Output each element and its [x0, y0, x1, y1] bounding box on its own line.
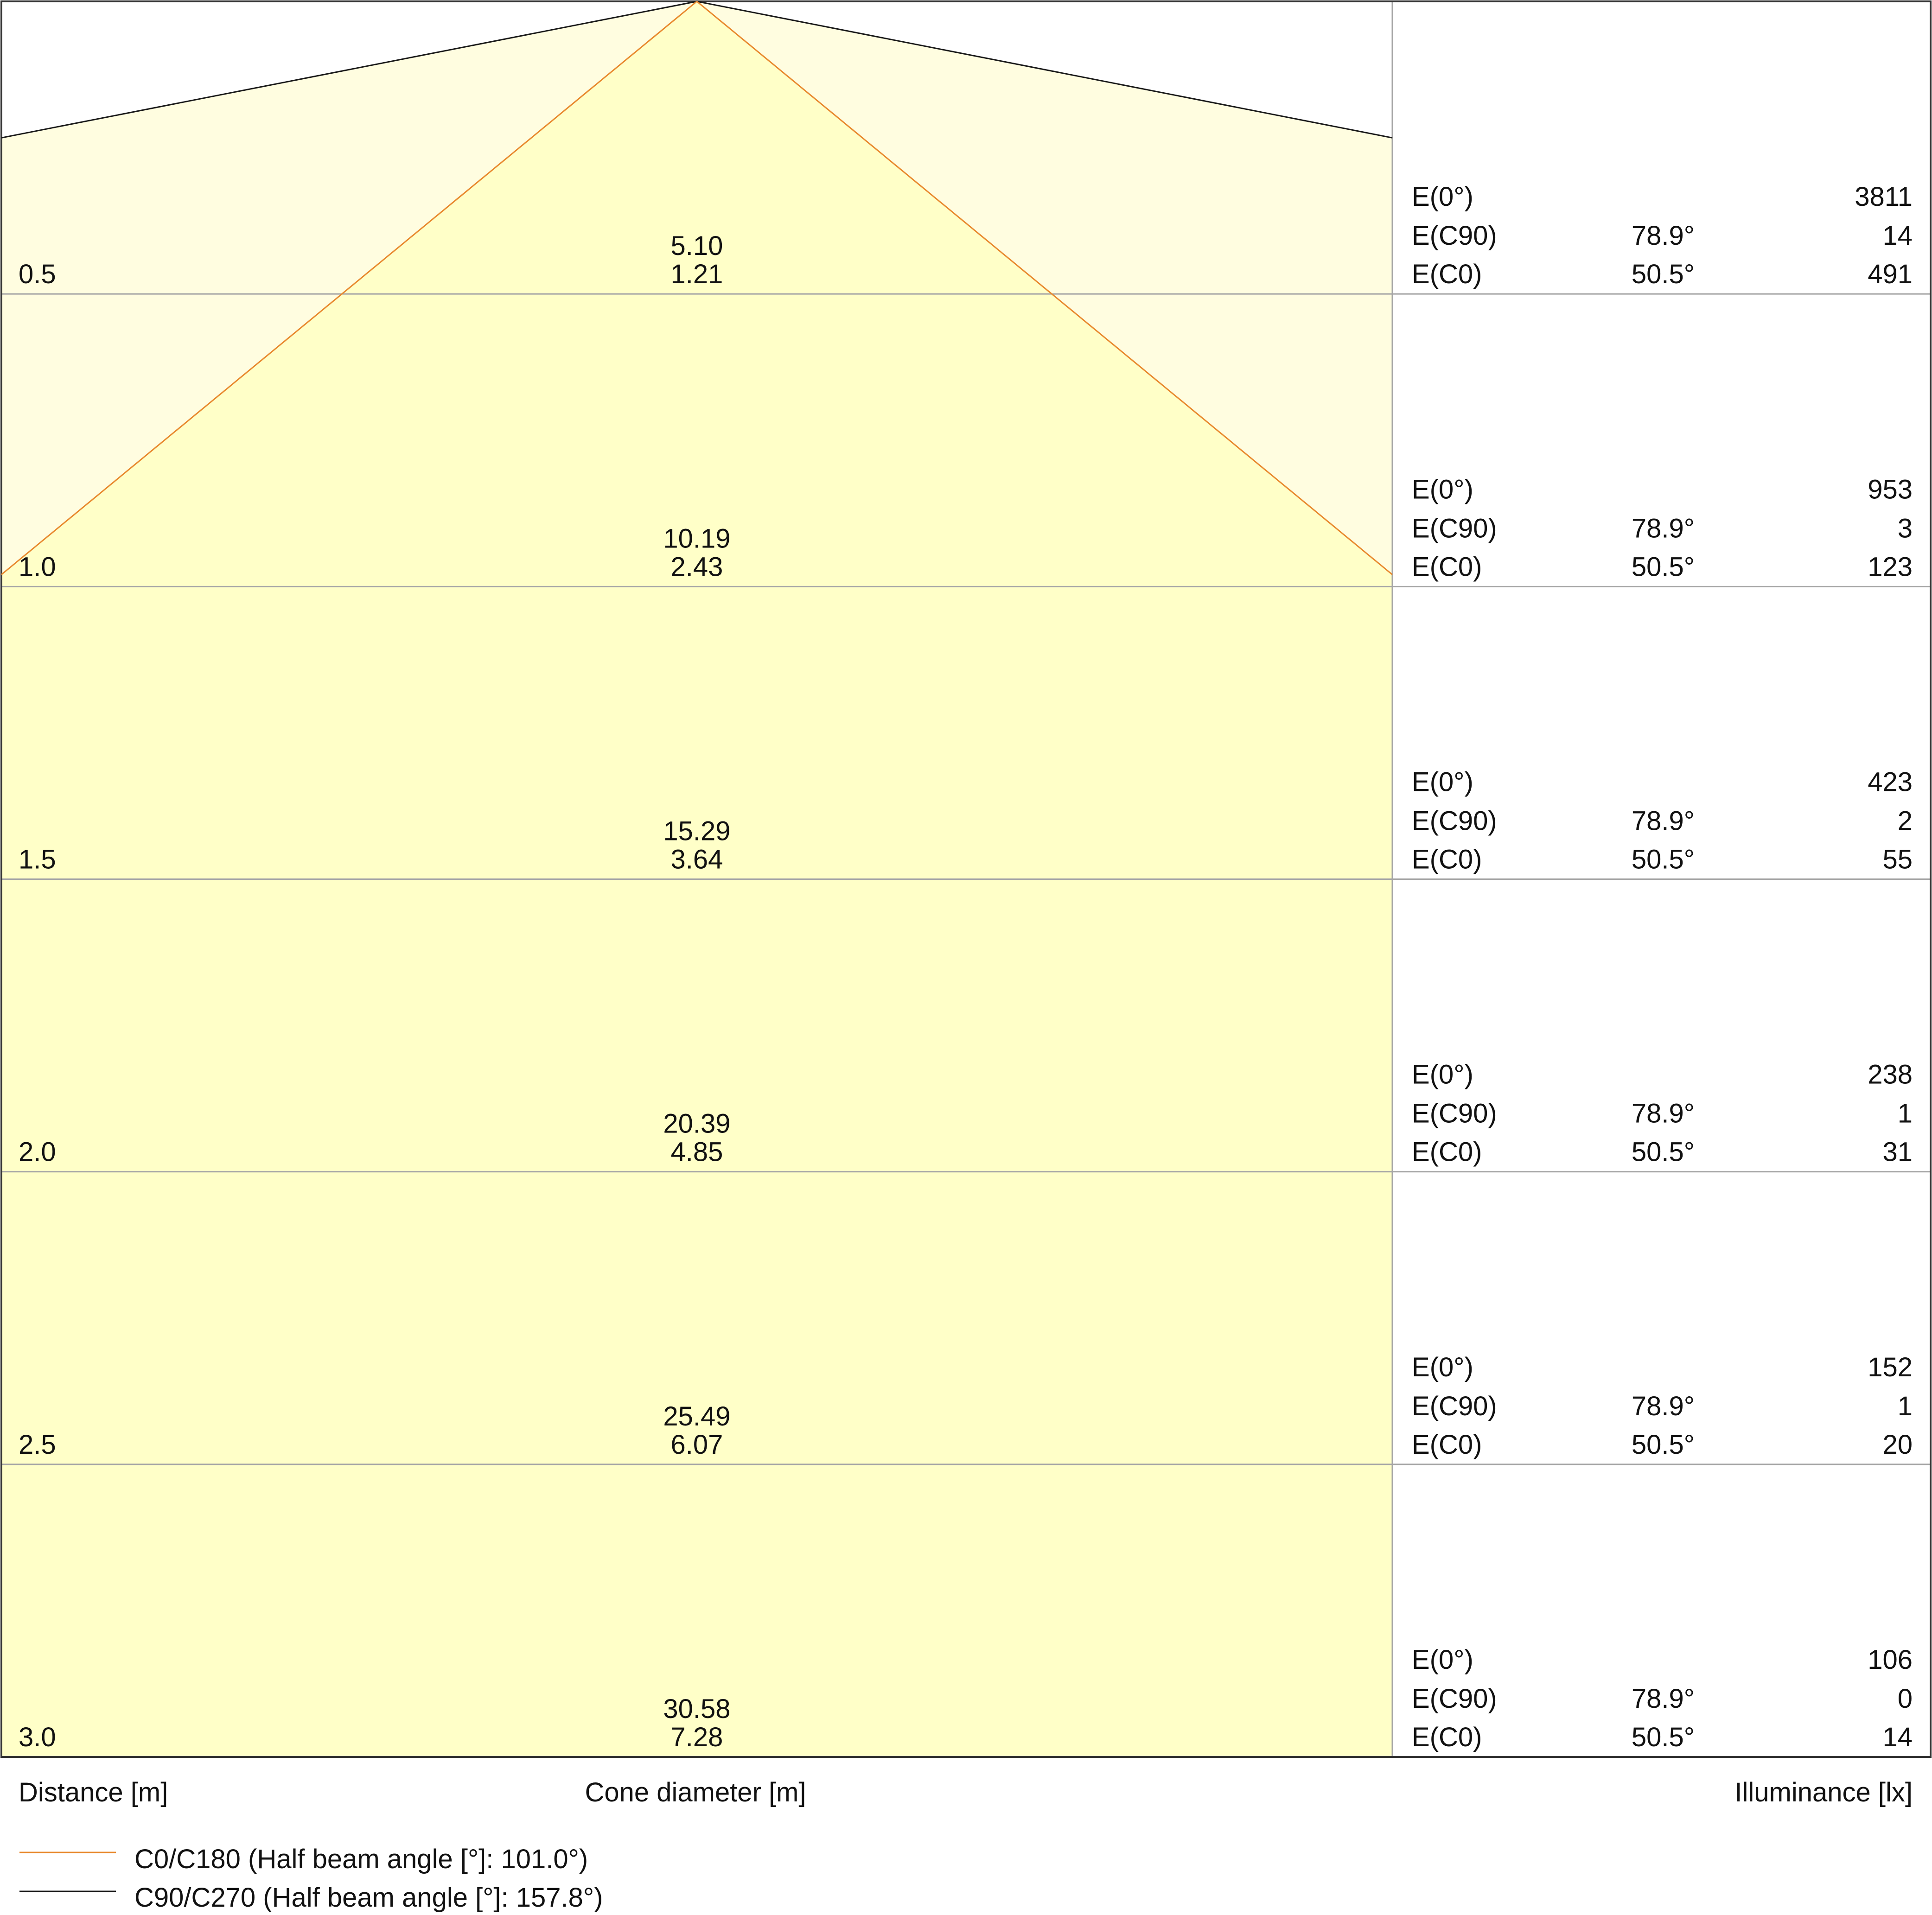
- cone-diameter-c90: 5.10: [671, 231, 723, 261]
- illuminance-axis-label: Illuminance [lx]: [1734, 1777, 1913, 1807]
- illuminance-label: E(0°): [1412, 767, 1473, 797]
- illuminance-angle: 78.9°: [1632, 1391, 1695, 1421]
- illuminance-value: 953: [1868, 474, 1913, 504]
- illuminance-angle: 50.5°: [1632, 259, 1695, 289]
- distance-label: 0.5: [19, 259, 56, 289]
- cone-diameter-c90: 25.49: [663, 1401, 730, 1431]
- illuminance-angle: 50.5°: [1632, 1722, 1695, 1752]
- illuminance-value: 1: [1898, 1391, 1913, 1421]
- legend-label-c0: C0/C180 (Half beam angle [°]: 101.0°): [134, 1844, 588, 1874]
- cone-diameter-c90: 15.29: [663, 816, 730, 846]
- distance-label: 1.5: [19, 845, 56, 875]
- illuminance-label: E(C0): [1412, 552, 1482, 582]
- illuminance-angle: 78.9°: [1632, 1099, 1695, 1129]
- illuminance-value: 2: [1898, 806, 1913, 836]
- illuminance-angle: 50.5°: [1632, 552, 1695, 582]
- illuminance-angle: 78.9°: [1632, 221, 1695, 251]
- illuminance-label: E(0°): [1412, 182, 1473, 212]
- illuminance-value: 423: [1868, 767, 1913, 797]
- cone-diameter-c90: 20.39: [663, 1109, 730, 1139]
- illuminance-value: 14: [1882, 221, 1913, 251]
- illuminance-value: 1: [1898, 1099, 1913, 1129]
- cone-diameter-c0: 3.64: [671, 845, 723, 875]
- illuminance-value: 238: [1868, 1060, 1913, 1090]
- illuminance-angle: 78.9°: [1632, 513, 1695, 543]
- illuminance-label: E(0°): [1412, 1352, 1473, 1382]
- distance-label: 2.0: [19, 1137, 56, 1167]
- cone-diameter-c0: 4.85: [671, 1137, 723, 1167]
- distance-label: 3.0: [19, 1722, 56, 1752]
- cone-diameter-c0: 7.28: [671, 1722, 723, 1752]
- beam-c0-left: [1, 0, 697, 575]
- illuminance-label: E(0°): [1412, 474, 1473, 504]
- illuminance-angle: 78.9°: [1632, 806, 1695, 836]
- distance-label: 1.0: [19, 552, 56, 582]
- cone-diameter-c0: 6.07: [671, 1430, 723, 1460]
- illuminance-label: E(C90): [1412, 1391, 1497, 1421]
- cone-diameter-c90: 30.58: [663, 1694, 730, 1724]
- illuminance-value: 152: [1868, 1352, 1913, 1382]
- illuminance-label: E(C0): [1412, 1137, 1482, 1167]
- beam-c0-right: [696, 0, 1393, 575]
- illuminance-value: 3: [1898, 513, 1913, 543]
- cone-axis-label: Cone diameter [m]: [585, 1777, 806, 1807]
- illuminance-label: E(C90): [1412, 513, 1497, 543]
- illuminance-value: 55: [1882, 845, 1913, 875]
- illuminance-label: E(C0): [1412, 259, 1482, 289]
- legend-label-c90: C90/C270 (Half beam angle [°]: 157.8°): [134, 1883, 603, 1913]
- legend: C0/C180 (Half beam angle [°]: 101.0°) C9…: [19, 1844, 603, 1913]
- illuminance-value: 491: [1868, 259, 1913, 289]
- illuminance-value: 0: [1898, 1684, 1913, 1714]
- grid-lines: [0, 0, 1932, 1758]
- illuminance-label: E(C0): [1412, 1430, 1482, 1460]
- row-labels: 0.5 5.101.21 E(0°) 3811 E(C90) 78.9° 14 E(C0) 50…: [19, 182, 1913, 1752]
- illuminance-value: 14: [1882, 1722, 1913, 1752]
- illuminance-label: E(C0): [1412, 845, 1482, 875]
- chart-frame: [0, 0, 1932, 1758]
- illuminance-value: 31: [1882, 1137, 1913, 1167]
- cone-diameter-c0: 2.43: [671, 552, 723, 582]
- illuminance-label: E(C0): [1412, 1722, 1482, 1752]
- illuminance-label: E(C90): [1412, 1099, 1497, 1129]
- cone-diameter-c90: 10.19: [663, 523, 730, 554]
- illuminance-angle: 50.5°: [1632, 1137, 1695, 1167]
- illuminance-value: 3811: [1855, 182, 1913, 212]
- illuminance-value: 106: [1868, 1645, 1913, 1675]
- illuminance-value: 20: [1882, 1430, 1913, 1460]
- illuminance-angle: 50.5°: [1632, 1430, 1695, 1460]
- cone-diameter-c0: 1.21: [671, 259, 723, 289]
- distance-axis-label: Distance [m]: [19, 1777, 168, 1807]
- illuminance-label: E(0°): [1412, 1645, 1473, 1675]
- illuminance-label: E(C90): [1412, 806, 1497, 836]
- illuminance-value: 123: [1868, 552, 1913, 582]
- illuminance-angle: 78.9°: [1632, 1684, 1695, 1714]
- illuminance-label: E(C90): [1412, 1684, 1497, 1714]
- beam-c90-right: [696, 0, 1393, 139]
- distance-label: 2.5: [19, 1430, 56, 1460]
- illuminance-label: E(C90): [1412, 221, 1497, 251]
- illuminance-angle: 50.5°: [1632, 845, 1695, 875]
- beam-lines: [1, 0, 1393, 575]
- beam-c90-left: [1, 0, 697, 139]
- illuminance-label: E(0°): [1412, 1060, 1473, 1090]
